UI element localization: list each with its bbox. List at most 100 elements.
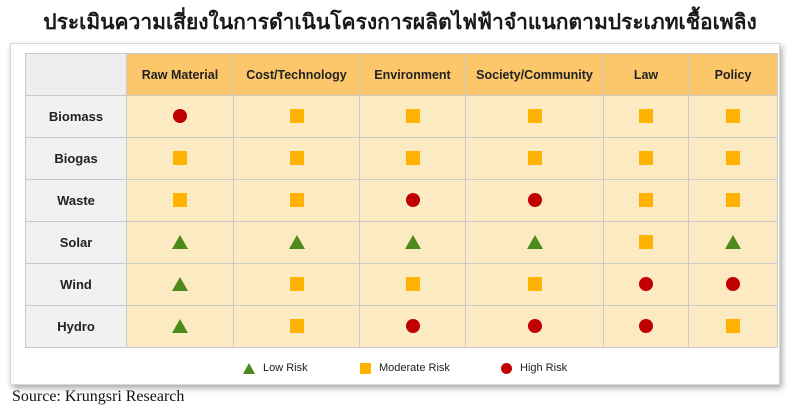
- legend-marker-low: [243, 362, 255, 374]
- risk-cell: [603, 137, 689, 180]
- risk-marker-moderate: [173, 193, 187, 208]
- risk-marker-moderate: [405, 109, 420, 124]
- risk-cell: [233, 179, 360, 222]
- risk-marker-moderate: [527, 277, 542, 292]
- risk-cell: [603, 305, 689, 348]
- risk-cell: [603, 221, 689, 264]
- risk-marker-high: [173, 109, 187, 124]
- legend-item-moderate: Moderate Risk: [360, 362, 450, 374]
- table-row: Hydro: [25, 305, 778, 348]
- column-header: Policy: [688, 53, 778, 96]
- risk-cell: [688, 263, 778, 306]
- risk-cell: [233, 137, 360, 180]
- risk-marker-moderate: [726, 319, 740, 334]
- risk-marker-moderate: [527, 151, 542, 166]
- risk-cell: [359, 137, 466, 180]
- legend-label: Moderate Risk: [379, 362, 450, 374]
- table-row: Wind: [25, 263, 778, 306]
- risk-cell: [465, 221, 604, 264]
- corner-cell: [25, 53, 127, 96]
- column-header: Cost/Technology: [233, 53, 360, 96]
- risk-cell: [359, 179, 466, 222]
- risk-cell: [126, 95, 234, 138]
- risk-cell: [465, 263, 604, 306]
- risk-marker-moderate: [639, 151, 653, 166]
- table-body: Biomass Biogas Waste Solar Wind Hydro: [25, 95, 778, 348]
- row-header: Biomass: [25, 95, 127, 138]
- risk-cell: [688, 95, 778, 138]
- risk-marker-high: [527, 193, 542, 208]
- risk-marker-moderate: [639, 193, 653, 208]
- risk-marker-high: [726, 277, 740, 292]
- risk-marker-low: [172, 277, 188, 292]
- risk-cell: [603, 95, 689, 138]
- risk-cell: [233, 305, 360, 348]
- header-row: Raw Material Cost/Technology Environment So…: [25, 53, 778, 96]
- legend-item-low: Low Risk: [243, 362, 308, 374]
- column-header: Environment: [359, 53, 466, 96]
- legend-label: Low Risk: [263, 362, 308, 374]
- risk-marker-low: [526, 235, 543, 250]
- table-row: Solar: [25, 221, 778, 264]
- risk-cell: [359, 305, 466, 348]
- risk-cell: [233, 221, 360, 264]
- row-header: Solar: [25, 221, 127, 264]
- risk-marker-moderate: [289, 109, 304, 124]
- risk-cell: [126, 221, 234, 264]
- risk-marker-moderate: [289, 319, 304, 334]
- risk-matrix-panel: Raw Material Cost/Technology Environment So…: [10, 43, 780, 385]
- row-header: Biogas: [25, 137, 127, 180]
- risk-marker-moderate: [173, 151, 187, 166]
- risk-cell: [465, 179, 604, 222]
- risk-marker-high: [527, 319, 542, 334]
- risk-cell: [126, 137, 234, 180]
- risk-cell: [359, 221, 466, 264]
- risk-marker-low: [172, 319, 188, 334]
- risk-cell: [359, 95, 466, 138]
- risk-marker-moderate: [639, 109, 653, 124]
- risk-marker-low: [404, 235, 421, 250]
- risk-marker-moderate: [726, 193, 740, 208]
- risk-marker-moderate: [289, 151, 304, 166]
- risk-cell: [233, 263, 360, 306]
- row-header: Waste: [25, 179, 127, 222]
- row-header: Hydro: [25, 305, 127, 348]
- risk-cell: [688, 221, 778, 264]
- risk-cell: [465, 305, 604, 348]
- table-row: Biomass: [25, 95, 778, 138]
- risk-marker-high: [639, 319, 653, 334]
- risk-cell: [126, 305, 234, 348]
- legend-marker-high: [501, 362, 512, 374]
- risk-cell: [126, 263, 234, 306]
- risk-marker-moderate: [289, 277, 304, 292]
- risk-marker-moderate: [726, 151, 740, 166]
- risk-marker-high: [639, 277, 653, 292]
- risk-matrix-table: Raw Material Cost/Technology Environment So…: [25, 53, 778, 348]
- risk-cell: [126, 179, 234, 222]
- column-header: Law: [603, 53, 689, 96]
- chart-title: ประเมินความเสี่ยงในการดำเนินโครงการผลิตไ…: [43, 9, 757, 34]
- column-header: Raw Material: [126, 53, 234, 96]
- legend-label: High Risk: [520, 362, 568, 374]
- risk-marker-low: [172, 235, 188, 250]
- table-row: Biogas: [25, 137, 778, 180]
- risk-cell: [233, 95, 360, 138]
- risk-cell: [359, 263, 466, 306]
- risk-marker-moderate: [527, 109, 542, 124]
- risk-marker-moderate: [405, 277, 420, 292]
- risk-cell: [465, 95, 604, 138]
- risk-marker-low: [288, 235, 305, 250]
- legend: Low Risk Moderate Risk High Risk: [11, 362, 779, 380]
- risk-cell: [688, 305, 778, 348]
- table-row: Waste: [25, 179, 778, 222]
- risk-cell: [688, 179, 778, 222]
- risk-cell: [603, 179, 689, 222]
- risk-cell: [465, 137, 604, 180]
- column-header: Society/Community: [465, 53, 604, 96]
- risk-marker-moderate: [639, 235, 653, 250]
- risk-cell: [688, 137, 778, 180]
- legend-item-high: High Risk: [501, 362, 567, 374]
- row-header: Wind: [25, 263, 127, 306]
- risk-cell: [603, 263, 689, 306]
- source-note: Source: Krungsri Research: [12, 388, 185, 405]
